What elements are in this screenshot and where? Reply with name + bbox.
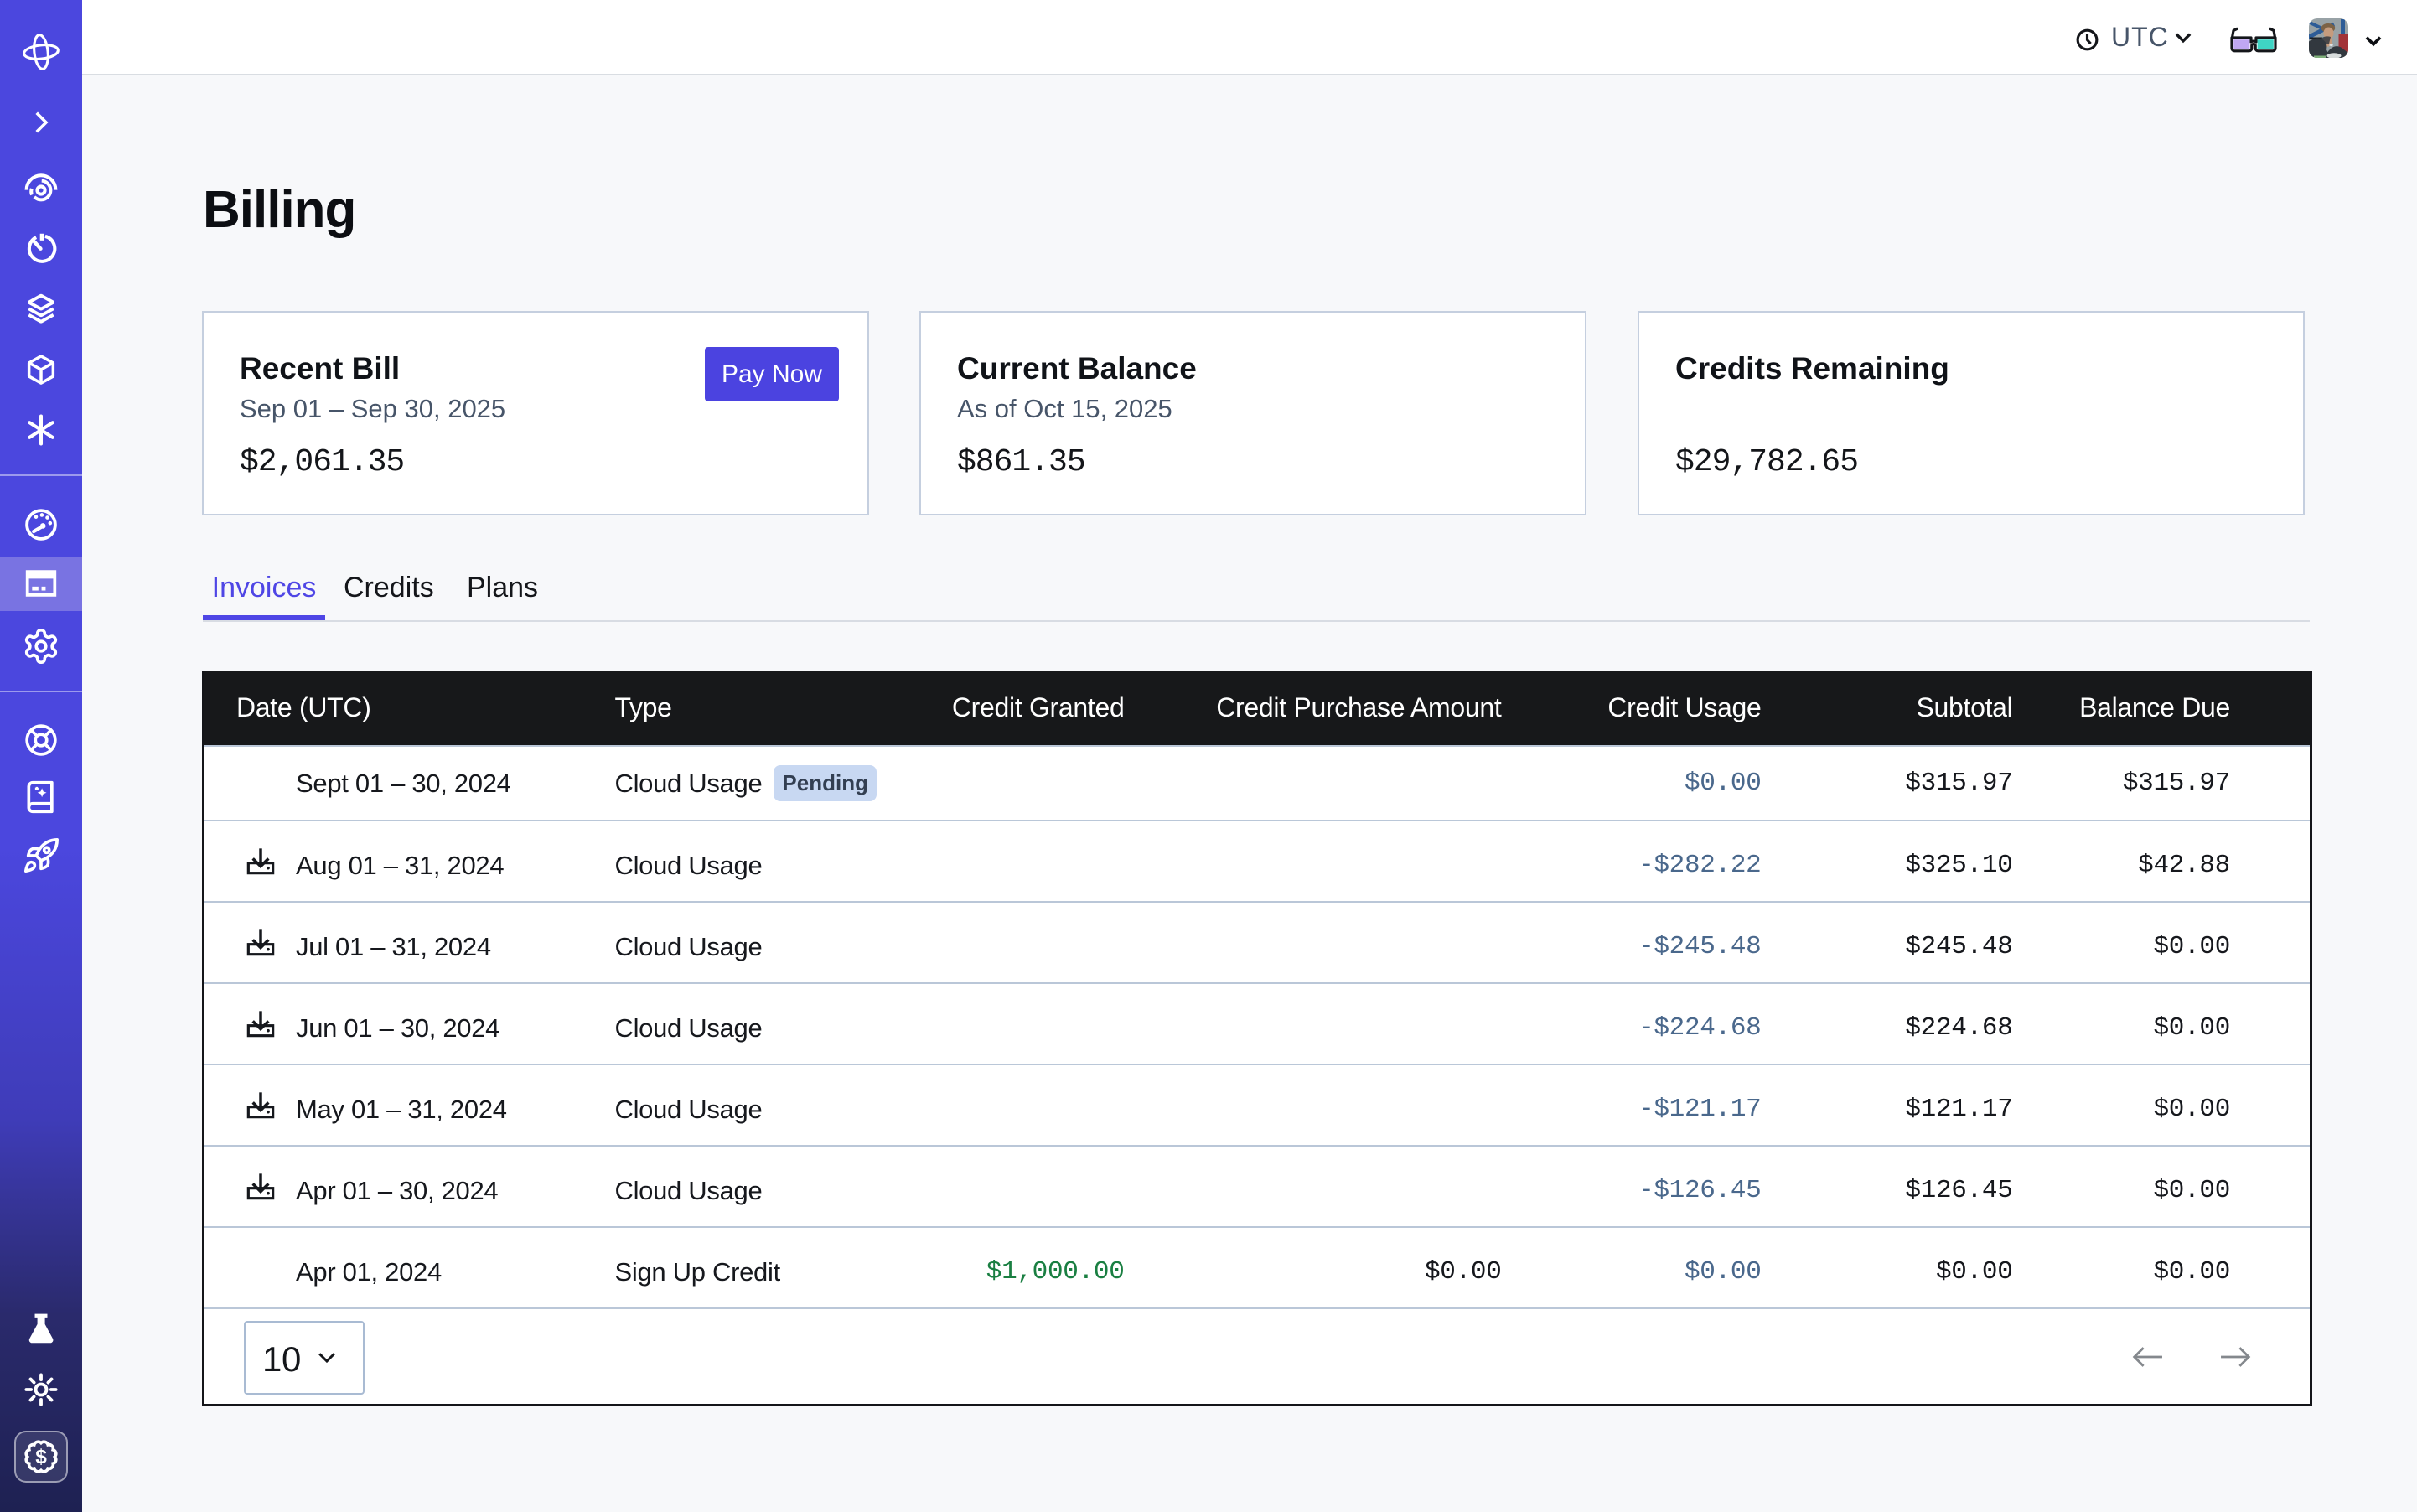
svg-text:$: $ xyxy=(35,1446,47,1468)
